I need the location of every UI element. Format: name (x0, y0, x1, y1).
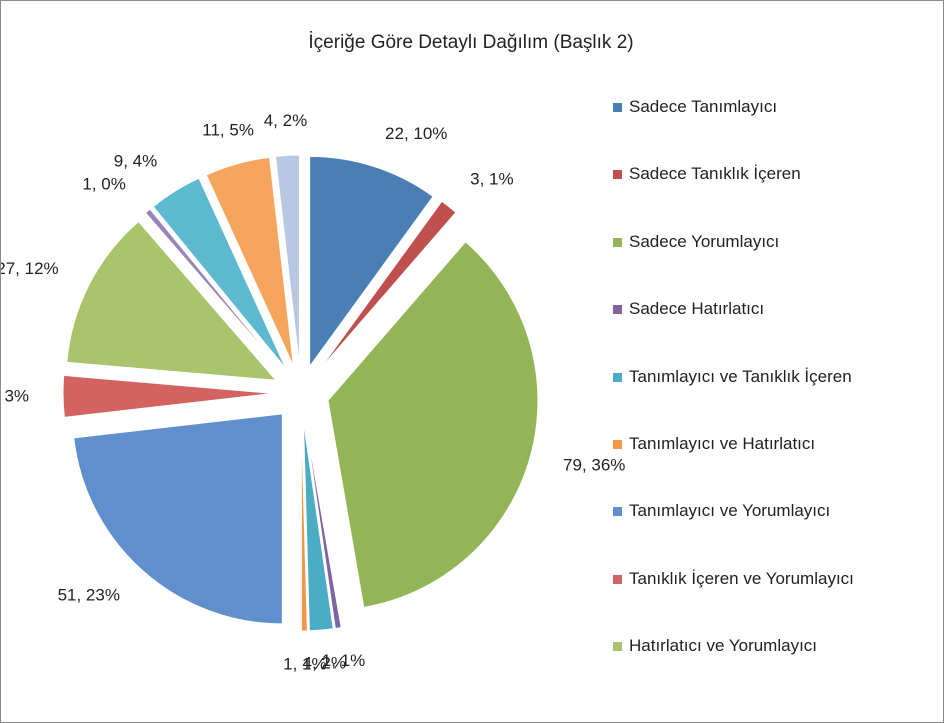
legend-swatch (613, 237, 622, 247)
legend-label: Tanımlayıcı ve Yorumlayıcı (629, 501, 831, 521)
legend-swatch (613, 305, 622, 315)
legend-swatch (613, 170, 622, 180)
pie-slice (73, 413, 283, 625)
legend-item: Sadece Hatırlatıcı (613, 299, 923, 366)
data-label: 3, 1% (470, 169, 513, 188)
pie-slice (205, 156, 294, 367)
pie-slice (309, 155, 434, 368)
legend-item: Tanımlayıcı ve Yorumlayıcı (613, 501, 923, 568)
data-label: 79, 36% (563, 455, 625, 474)
legend-label: Sadece Yorumlayıcı (629, 231, 780, 251)
legend-label: Tanıklık İçeren ve Yorumlayıcı (629, 568, 854, 588)
data-label: 4, 2% (264, 111, 307, 130)
pie-slice (318, 200, 457, 372)
pie-slice (302, 420, 334, 632)
legend-swatch (613, 642, 622, 652)
data-label: 1, 1% (322, 651, 365, 670)
legend: Sadece Tanımlayıcı Sadece Tanıklık İçeren… (613, 97, 923, 704)
legend-item: Tanımlayıcı ve Tanıklık İçeren (613, 367, 923, 434)
legend-swatch (613, 507, 622, 517)
data-label: 27, 12% (1, 259, 59, 278)
legend-swatch (613, 574, 622, 584)
data-label: 7, 3% (1, 386, 29, 405)
data-label: 11, 5% (202, 120, 254, 139)
legend-label: Tanımlayıcı ve Tanıklık İçeren (629, 366, 852, 386)
legend-label: Tanımlayıcı ve Hatırlatıcı (629, 433, 816, 453)
pie-slice (152, 177, 287, 370)
pie-slice (62, 374, 274, 418)
legend-item: Sadece Yorumlayıcı (613, 232, 923, 299)
pie-slice (274, 154, 300, 366)
data-label: 4, 2% (303, 653, 346, 672)
chart-title: İçeriğe Göre Detaylı Dağılım (Başlık 2) (308, 32, 633, 53)
legend-item: Tanımlayıcı ve Hatırlatıcı (613, 434, 923, 501)
legend-item: Sadece Tanıklık İçeren (613, 164, 923, 231)
data-label: 9, 4% (114, 152, 157, 171)
data-label: 1, 0% (82, 174, 125, 193)
legend-item: Tanıklık İçeren ve Yorumlayıcı (613, 569, 923, 636)
pie-slice (300, 420, 308, 632)
pie-slice (66, 220, 278, 381)
legend-label: Sadece Tanımlayıcı (629, 97, 778, 116)
legend-swatch (613, 103, 622, 112)
legend-swatch (613, 439, 622, 449)
legend-label: Hatırlatıcı ve Yorumlayıcı (629, 636, 818, 656)
legend-label: Sadece Tanıklık İçeren (629, 164, 801, 184)
data-label: 51, 23% (58, 585, 120, 604)
legend-item: Sadece Tanımlayıcı (613, 97, 923, 164)
legend-item: Hatırlatıcı ve Yorumlayıcı (613, 636, 923, 703)
legend-swatch (613, 372, 622, 382)
legend-label: Sadece Hatırlatıcı (629, 299, 765, 319)
pie-slice (327, 241, 539, 609)
data-label: 1, 1% (283, 654, 326, 673)
data-label: 22, 10% (385, 124, 447, 143)
pie-slice (144, 208, 284, 372)
pie-slice (304, 420, 342, 630)
